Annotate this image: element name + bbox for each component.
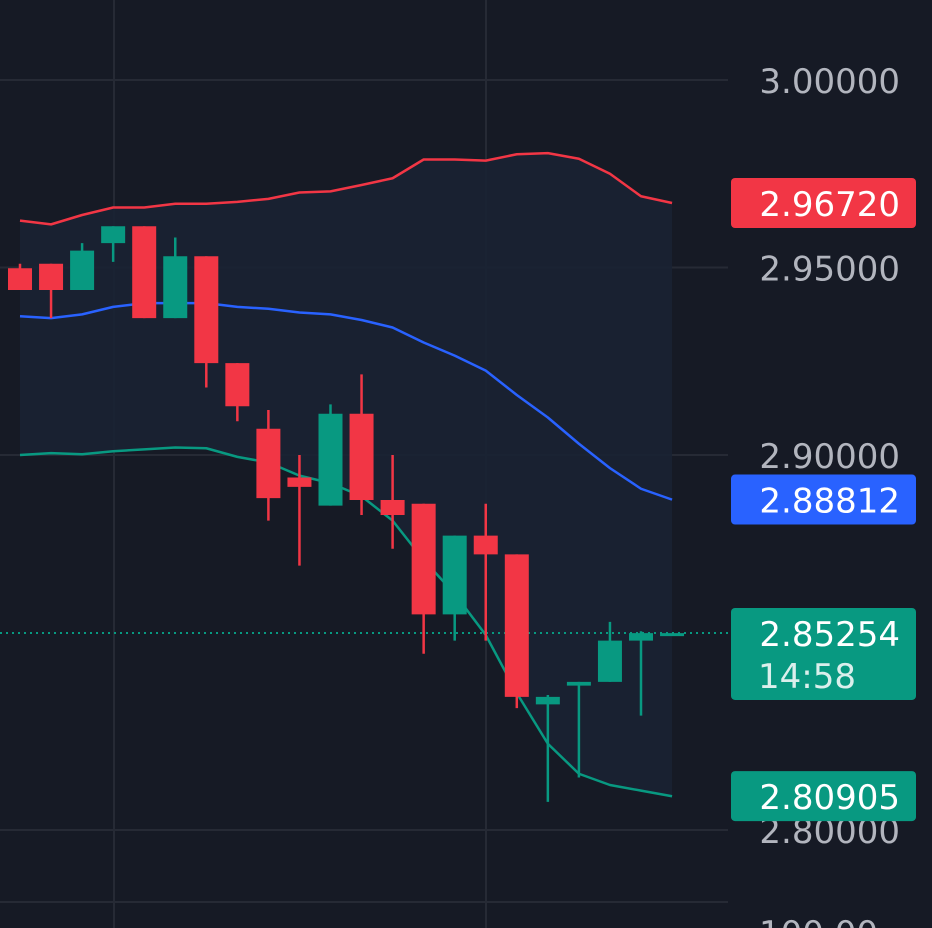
candle-body[interactable] [535,696,560,705]
candle-body[interactable] [566,681,591,686]
candle-body[interactable] [194,256,219,364]
price-tag-value: 2.88812 [759,482,900,522]
candle-body[interactable] [39,263,64,290]
candle[interactable] [597,621,622,682]
price-tag-value: 2.80905 [759,778,900,818]
y-tick-label: 3.00000 [759,62,900,102]
candle-body[interactable] [318,413,343,506]
candle[interactable] [225,363,250,422]
candle[interactable] [194,256,219,388]
candle[interactable] [163,237,188,319]
candle-body[interactable] [8,268,32,290]
candle[interactable] [39,263,64,319]
price-tag-box[interactable] [731,474,916,525]
candle-body[interactable] [163,256,188,319]
candle[interactable] [8,263,32,290]
candle[interactable] [504,554,529,709]
price-tag-value: 2.85254 [759,615,900,655]
candle[interactable] [70,243,95,290]
price-tag-box[interactable] [731,178,916,228]
candle-body[interactable] [225,363,250,407]
candle-body[interactable] [101,226,126,244]
candle[interactable] [535,695,560,802]
candle-body[interactable] [660,633,685,637]
candle[interactable] [473,503,498,641]
candle-body[interactable] [256,428,281,499]
candle-body[interactable] [442,535,467,615]
candle[interactable] [442,535,467,641]
candle-body[interactable] [380,500,405,515]
candle[interactable] [101,226,126,262]
candle-body[interactable] [287,477,312,487]
candle-body[interactable] [473,535,498,555]
candle-body[interactable] [629,633,653,641]
price-tag-upper[interactable]: 2.96720 [731,178,916,228]
lower-band-line [19,446,673,798]
basis-line [19,301,673,501]
price-tag-box[interactable] [731,771,916,822]
candle[interactable] [566,681,591,778]
candle-body[interactable] [411,503,436,615]
price-tag-value: 2.96720 [759,185,900,225]
price-tag-box[interactable] [731,607,916,700]
candle[interactable] [660,633,685,637]
upper-band-line [19,151,673,226]
candle[interactable] [318,404,343,506]
candle[interactable] [132,226,157,319]
candle-body[interactable] [504,554,529,697]
candles[interactable] [8,226,685,802]
price-axis[interactable]: 3.000002.950002.900002.80000100.002.9672… [731,62,916,928]
price-tag-lower[interactable]: 2.80905 [731,771,916,822]
candle[interactable] [411,503,436,654]
candle[interactable] [349,374,374,515]
candle-body[interactable] [349,413,374,500]
candle[interactable] [629,631,653,716]
candle-body[interactable] [597,640,622,682]
y-tick-label: 2.90000 [759,437,900,477]
candle-body[interactable] [132,226,157,319]
secondary-pane-label: 100.00 [759,914,878,928]
price-tag-basis[interactable]: 2.88812 [731,474,916,525]
price-tag-countdown: 14:58 [758,657,856,697]
candle[interactable] [380,455,405,549]
candle-body[interactable] [70,250,95,290]
y-tick-label: 2.95000 [759,250,900,290]
candle[interactable] [256,410,281,521]
candle[interactable] [287,455,312,566]
